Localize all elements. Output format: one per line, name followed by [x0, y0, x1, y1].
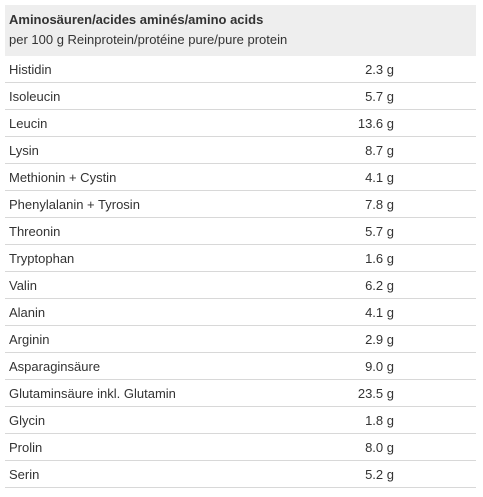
amino-name: Leucin [5, 109, 320, 137]
table-row: Leucin 13.6 g [5, 109, 476, 137]
empty-cell [398, 244, 476, 272]
amino-amount: 9.0 g [320, 352, 398, 380]
amino-name: Isoleucin [5, 82, 320, 110]
amino-amount: 4.1 g [320, 298, 398, 326]
amino-amount: 5.2 g [320, 460, 398, 488]
empty-cell [398, 433, 476, 461]
empty-cell [398, 56, 476, 83]
empty-cell [398, 325, 476, 353]
amino-name: Lysin [5, 136, 320, 164]
amino-amount: 2.3 g [320, 56, 398, 83]
table-row: Glutaminsäure inkl. Glutamin 23.5 g [5, 379, 476, 407]
amino-amount: 5.7 g [320, 82, 398, 110]
amino-name: Serin [5, 460, 320, 488]
amino-name: Threonin [5, 217, 320, 245]
amino-amount: 2.9 g [320, 325, 398, 353]
header-subtitle: per 100 g Reinprotein/protéine pure/pure… [9, 32, 288, 47]
empty-cell [398, 109, 476, 137]
empty-cell [398, 136, 476, 164]
amino-amount: 7.8 g [320, 190, 398, 218]
table-row: Alanin 4.1 g [5, 298, 476, 326]
amino-name: Prolin [5, 433, 320, 461]
table-row: Prolin 8.0 g [5, 433, 476, 461]
table-header: Aminosäuren/acides aminés/amino acids pe… [5, 5, 476, 56]
table-row: Histidin 2.3 g [5, 56, 476, 83]
table-row: Valin 6.2 g [5, 271, 476, 299]
amino-amount: 23.5 g [320, 379, 398, 407]
amino-name: Arginin [5, 325, 320, 353]
table-row: Serin 5.2 g [5, 460, 476, 488]
table-row: Lysin 8.7 g [5, 136, 476, 164]
amino-name: Asparaginsäure [5, 352, 320, 380]
table-row: Arginin 2.9 g [5, 325, 476, 353]
header-title: Aminosäuren/acides aminés/amino acids [9, 12, 264, 27]
empty-cell [398, 379, 476, 407]
amino-amount: 6.2 g [320, 271, 398, 299]
amino-amount: 5.7 g [320, 217, 398, 245]
amino-amount: 13.6 g [320, 109, 398, 137]
empty-cell [398, 163, 476, 191]
amino-name: Methionin + Cystin [5, 163, 320, 191]
amino-name: Valin [5, 271, 320, 299]
amino-amount: 1.8 g [320, 406, 398, 434]
empty-cell [398, 406, 476, 434]
empty-cell [398, 298, 476, 326]
amino-amount: 8.0 g [320, 433, 398, 461]
empty-cell [398, 217, 476, 245]
empty-cell [398, 190, 476, 218]
amino-name: Glutaminsäure inkl. Glutamin [5, 379, 320, 407]
amino-amount: 1.6 g [320, 244, 398, 272]
amino-name: Histidin [5, 56, 320, 83]
amino-name: Phenylalanin + Tyrosin [5, 190, 320, 218]
table-row: Phenylalanin + Tyrosin 7.8 g [5, 190, 476, 218]
table-row: Methionin + Cystin 4.1 g [5, 163, 476, 191]
empty-cell [398, 82, 476, 110]
amino-name: Glycin [5, 406, 320, 434]
amino-name: Alanin [5, 298, 320, 326]
table-row: Threonin 5.7 g [5, 217, 476, 245]
table-row: Isoleucin 5.7 g [5, 82, 476, 110]
amino-amount: 4.1 g [320, 163, 398, 191]
table-row: Tryptophan 1.6 g [5, 244, 476, 272]
amino-name: Tryptophan [5, 244, 320, 272]
table-row: Glycin 1.8 g [5, 406, 476, 434]
empty-cell [398, 460, 476, 488]
empty-cell [398, 271, 476, 299]
table-row: Asparaginsäure 9.0 g [5, 352, 476, 380]
amino-amount: 8.7 g [320, 136, 398, 164]
nutrition-table: Aminosäuren/acides aminés/amino acids pe… [5, 5, 476, 488]
empty-cell [398, 352, 476, 380]
